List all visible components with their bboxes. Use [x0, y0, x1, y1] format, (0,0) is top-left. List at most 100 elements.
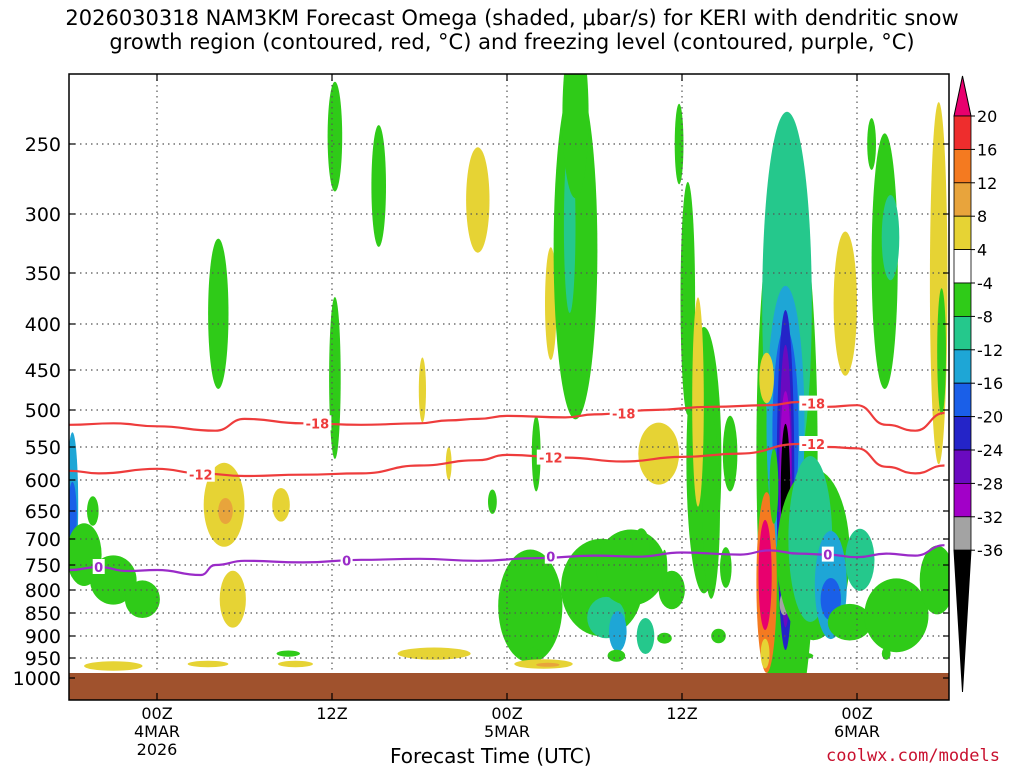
- colorbar-seg-9: [953, 382, 972, 418]
- colorbar-seg-12: [953, 482, 972, 518]
- omega-shade-69: [833, 231, 857, 376]
- ytick-label-500: 500: [25, 400, 61, 422]
- contour-label-2-2: 0: [546, 551, 555, 566]
- omega-shade-25: [536, 662, 560, 667]
- omega-shade-32: [609, 611, 627, 652]
- omega-shade-11: [329, 297, 341, 459]
- omega-shade-17: [418, 357, 426, 423]
- ytick-label-450: 450: [25, 360, 61, 382]
- colorbar-seg-11: [953, 449, 972, 484]
- omega-shade-58: [758, 519, 772, 631]
- contour-label-1-1: -12: [539, 452, 563, 467]
- omega-shade-33: [596, 529, 666, 606]
- colorbar-seg-8: [953, 349, 972, 384]
- omega-shade-29: [562, 74, 589, 199]
- omega-shade-66: [845, 528, 875, 591]
- chart-title: 2026030318 NAM3KM Forecast Omega (shaded…: [65, 6, 959, 54]
- xtick-label-48-1: 6MAR: [834, 722, 880, 741]
- contour-label-bg-2-0: [92, 559, 105, 574]
- contour-label-1-0: -12: [189, 469, 213, 484]
- omega-shade-34: [636, 618, 655, 654]
- xtick-label-24-1: 5MAR: [484, 722, 530, 741]
- xtick-label-24-0: 00Z: [491, 704, 522, 723]
- omega-shade-22: [531, 415, 541, 492]
- contour-line-0: [69, 400, 945, 432]
- temperature-contours: -18 -18 -18 -12 -12 -12 0 0 0 0: [69, 395, 945, 577]
- colorbar-label-8: -16: [977, 374, 1003, 393]
- omega-shade-42: [692, 297, 704, 507]
- colorbar-label-12: -32: [977, 508, 1003, 527]
- colorbar-seg-6: [953, 282, 972, 317]
- contour-label-2-1: 0: [342, 554, 351, 569]
- omega-shade-4: [124, 580, 160, 618]
- contour-line-2: [69, 544, 945, 577]
- ytick-label-300: 300: [25, 204, 61, 226]
- grid-lines: [69, 74, 949, 700]
- xtick-label-12-0: 12Z: [316, 704, 347, 723]
- contour-label-bg-1-1: [536, 449, 565, 465]
- omega-shade-72: [881, 195, 900, 281]
- colorbar-arrow-bottom: [953, 549, 972, 693]
- omega-shade-9: [219, 570, 246, 628]
- ytick-label-400: 400: [25, 314, 61, 336]
- ytick-label-250: 250: [25, 134, 61, 156]
- omega-shade-15: [187, 660, 229, 668]
- xtick-label-0-1: 4MAR: [134, 722, 180, 741]
- ytick-label-650: 650: [25, 501, 61, 523]
- colorbar: 20 16 12 8 4 -4 -8 -12 -16 -20 -24 -28 -32 -36: [953, 75, 1003, 693]
- omega-shade-23: [527, 647, 540, 660]
- contour-label-bg-0-0: [303, 415, 332, 431]
- colorbar-seg-1: [953, 115, 972, 150]
- contour-label-0-2: -18: [802, 398, 826, 413]
- omega-shade-21: [498, 549, 563, 663]
- contour-label-bg-2-2: [544, 548, 557, 564]
- contour-label-0-1: -18: [612, 408, 636, 423]
- colorbar-label-2: 12: [977, 174, 997, 193]
- omega-shade-43: [702, 417, 720, 599]
- xtick-label-36-0: 12Z: [666, 704, 697, 723]
- omega-shade-8: [218, 498, 233, 524]
- ytick-label-600: 600: [25, 470, 61, 492]
- omega-shade-10: [272, 488, 290, 522]
- omega-shade-44: [720, 547, 732, 588]
- colorbar-label-3: 8: [977, 207, 987, 226]
- omega-shade-36: [632, 528, 650, 571]
- omega-shade-70: [867, 118, 876, 170]
- ytick-label-800: 800: [25, 580, 61, 602]
- colorbar-label-11: -28: [977, 474, 1003, 493]
- omega-shade-68: [919, 545, 949, 615]
- contour-label-2-3: 0: [823, 549, 832, 564]
- plot-frame: [68, 73, 950, 701]
- xtick-label-48-0: 00Z: [841, 704, 872, 723]
- omega-shade-14: [84, 661, 143, 671]
- colorbar-label-13: -36: [977, 541, 1003, 560]
- omega-shade-74: [937, 288, 946, 415]
- xtick-label-0-0: 00Z: [141, 704, 172, 723]
- xtick-label-0-2: 2026: [137, 740, 178, 759]
- colorbar-seg-4: [953, 215, 972, 250]
- omega-shade-76: [278, 660, 313, 668]
- omega-shade-5: [87, 496, 99, 526]
- omega-shade-20: [488, 489, 497, 514]
- omega-shade-6: [208, 238, 229, 389]
- omega-shade-27: [553, 79, 598, 420]
- omega-shade-39: [680, 182, 696, 415]
- colorbar-seg-13: [953, 516, 972, 551]
- ytick-label-900: 900: [25, 626, 61, 648]
- ytick-label-350: 350: [25, 263, 61, 285]
- omega-shade-13: [371, 125, 387, 247]
- ytick-label-950: 950: [25, 648, 61, 670]
- ytick-label-850: 850: [25, 603, 61, 625]
- omega-shade-16: [276, 650, 300, 657]
- omega-shade-67: [864, 578, 929, 653]
- colorbar-label-0: 20: [977, 107, 997, 126]
- omega-shade-26: [545, 247, 557, 360]
- contour-label-2-0: 0: [94, 561, 103, 576]
- colorbar-label-9: -20: [977, 408, 1003, 427]
- colorbar-arrow-top: [953, 75, 972, 117]
- omega-shade-35: [638, 422, 680, 485]
- colorbar-label-5: -4: [977, 274, 993, 293]
- ground-rect: [69, 673, 949, 700]
- colorbar-label-6: -8: [977, 307, 993, 326]
